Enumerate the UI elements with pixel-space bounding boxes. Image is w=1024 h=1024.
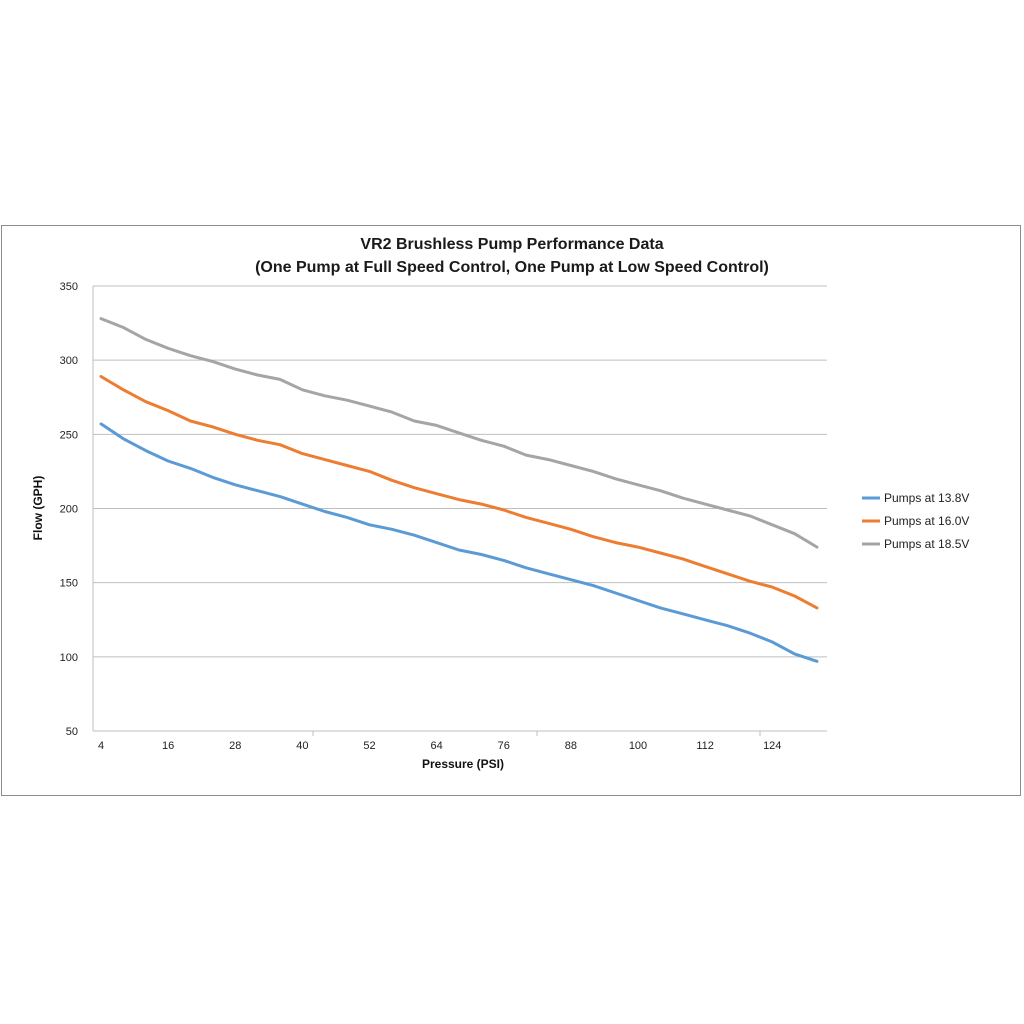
y-tick-label: 350	[60, 281, 78, 293]
x-tick-label: 64	[431, 740, 443, 752]
x-tick-label: 76	[498, 740, 510, 752]
x-tick-label: 88	[565, 740, 577, 752]
x-axis-title: Pressure (PSI)	[422, 757, 504, 771]
x-tick-label: 124	[763, 740, 781, 752]
series-lines	[99, 317, 819, 663]
x-tick-label: 52	[363, 740, 375, 752]
chart-title: VR2 Brushless Pump Performance Data	[360, 236, 663, 253]
chart-subtitle: (One Pump at Full Speed Control, One Pum…	[255, 259, 769, 276]
series-line-3	[99, 317, 819, 549]
y-tick-label: 150	[60, 578, 78, 590]
x-tick-label: 28	[229, 740, 241, 752]
legend-label-3: Pumps at 18.5V	[884, 537, 969, 551]
y-tick-label: 100	[60, 652, 78, 664]
x-tick-label: 100	[629, 740, 647, 752]
chart-frame	[1, 225, 1021, 796]
legend-label-1: Pumps at 13.8V	[884, 491, 969, 505]
series-line-2	[99, 375, 819, 610]
legend: Pumps at 13.8V Pumps at 16.0V Pumps at 18.…	[862, 491, 969, 551]
legend-label-2: Pumps at 16.0V	[884, 514, 969, 528]
x-axis	[92, 286, 761, 736]
y-tick-label: 250	[60, 429, 78, 441]
x-tick-label: 4	[98, 740, 104, 752]
y-axis-title: Flow (GPH)	[31, 476, 45, 541]
y-tick-label: 50	[66, 726, 78, 738]
y-tick-label: 300	[60, 355, 78, 367]
series-line-1	[99, 422, 819, 663]
y-axis-ticks: 50 100 150 200 250 300 350	[60, 281, 78, 738]
x-tick-label: 112	[696, 740, 714, 752]
y-tick-label: 200	[60, 504, 78, 516]
x-tick-label: 40	[296, 740, 308, 752]
x-axis-ticks: 4 16 28 40 52 64 76 88 100 112 124	[98, 740, 781, 752]
x-tick-label: 16	[162, 740, 174, 752]
